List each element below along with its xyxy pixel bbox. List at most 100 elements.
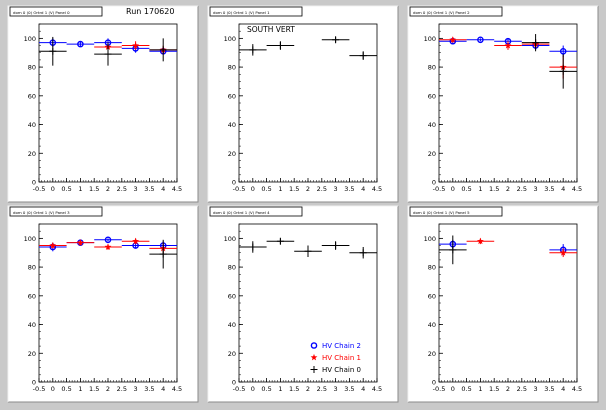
- x-tick-label: -0.5: [33, 385, 46, 393]
- plot-pad-5: dom 0 (0) Ortrd 1 (V) Panel 4-0.5 0 0.5 1 1.…: [207, 205, 399, 403]
- x-tick-label: -0.5: [233, 385, 246, 393]
- data-marker: [77, 40, 84, 48]
- data-marker: [104, 50, 112, 58]
- pad-border-shadow: [408, 206, 599, 403]
- data-point: [121, 237, 150, 245]
- x-tick-label: 0.5: [461, 385, 471, 393]
- pad-title: dom 0 (0) Ortrd 1 (V) Panel 1: [213, 10, 270, 15]
- pad-title: dom 0 (0) Ortrd 1 (V) Panel 3: [13, 210, 70, 215]
- pad-title-box: dom 0 (0) Ortrd 1 (V) Panel 0: [9, 6, 103, 17]
- x-axis: -0.5 0 0.5 1 1.5 2 2.5 3 3.5 4 4.5: [233, 178, 382, 193]
- x-tick-label: -0.5: [433, 185, 446, 193]
- legend-marker: [310, 342, 318, 349]
- x-axis: -0.5 0 0.5 1 1.5 2 2.5 3 3.5 4 4.5: [433, 178, 582, 193]
- plot-pad-2: dom 0 (0) Ortrd 1 (V) Panel 1-0.5 0 0.5 1 1.…: [207, 5, 399, 203]
- data-point: [94, 236, 122, 244]
- plot-pad-1: dom 0 (0) Ortrd 1 (V) Panel 0-0.5 0 0.5 1 1.…: [7, 5, 199, 203]
- data-marker: [332, 242, 340, 250]
- x-tick-label: 2: [306, 185, 310, 193]
- data-marker: [104, 243, 112, 250]
- x-tick-label: -0.5: [233, 185, 246, 193]
- x-tick-label: 3: [134, 385, 138, 393]
- data-point: [66, 239, 95, 246]
- data-marker: [76, 239, 84, 246]
- title-box-frame: [209, 206, 303, 217]
- y-tick-label: 80: [228, 264, 236, 272]
- data-point: [494, 41, 522, 50]
- x-tick-label: 1.5: [289, 185, 299, 193]
- pad-background: [208, 206, 398, 402]
- pad-title-box: dom 0 (0) Ortrd 1 (V) Panel 5: [409, 206, 503, 217]
- y-tick-label: 0: [432, 179, 436, 187]
- run-label: Run 170620: [126, 7, 174, 16]
- data-point: [266, 237, 295, 245]
- x-axis: -0.5 0 0.5 1 1.5 2 2.5 3 3.5 4 4.5: [233, 378, 382, 393]
- y-tick-label: 80: [28, 264, 36, 272]
- y-tick-label: 60: [428, 292, 436, 300]
- data-marker: [449, 246, 457, 254]
- plot-pad-4: dom 0 (0) Ortrd 1 (V) Panel 3-0.5 0 0.5 1 1.…: [7, 205, 199, 403]
- x-tick-label: 3.5: [544, 385, 554, 393]
- x-tick-label: 1: [478, 185, 482, 193]
- data-marker: [559, 47, 567, 55]
- y-tick-label: 60: [28, 292, 36, 300]
- x-tick-label: 4.5: [572, 185, 582, 193]
- x-tick-label: 0.5: [61, 385, 71, 393]
- y-tick-label: 100: [224, 235, 236, 243]
- pad-background: [8, 206, 198, 402]
- data-point: [39, 241, 67, 249]
- data-point: [294, 245, 322, 258]
- data-marker: [249, 243, 257, 251]
- pad-title-box: dom 0 (0) Ortrd 1 (V) Panel 1: [209, 6, 303, 17]
- series-chain0: [39, 36, 177, 66]
- legend-label: HV Chain 2: [322, 342, 361, 350]
- series-chain0: [239, 237, 377, 259]
- data-marker: [504, 41, 512, 49]
- x-tick-label: 2: [306, 385, 310, 393]
- y-tick-label: 40: [428, 121, 436, 129]
- x-tick-label: 1: [478, 385, 482, 393]
- x-tick-label: 0: [251, 185, 255, 193]
- pad-border-shadow: [8, 206, 199, 403]
- data-point: [94, 42, 122, 66]
- y-tick-label: 60: [228, 292, 236, 300]
- data-point: [239, 241, 267, 253]
- y-tick-label: 80: [428, 264, 436, 272]
- data-marker: [276, 42, 284, 50]
- x-tick-label: 3.5: [144, 185, 154, 193]
- x-tick-label: 2.5: [517, 385, 527, 393]
- y-tick-label: 0: [32, 379, 36, 387]
- data-point: [466, 36, 495, 44]
- data-point: [239, 44, 267, 56]
- plot-pad-3: dom 0 (0) Ortrd 1 (V) Panel 2-0.5 0 0.5 1 1.…: [407, 5, 599, 203]
- x-tick-label: 2: [506, 385, 510, 393]
- x-tick-label: 0.5: [261, 385, 271, 393]
- x-tick-label: 1.5: [89, 385, 99, 393]
- pad-title: dom 0 (0) Ortrd 1 (V) Panel 0: [13, 10, 70, 15]
- x-tick-label: 0: [451, 185, 455, 193]
- legend-label: HV Chain 0: [322, 366, 361, 374]
- x-tick-label: 2.5: [317, 385, 327, 393]
- x-tick-label: 2.5: [117, 185, 127, 193]
- x-tick-label: 3.5: [144, 385, 154, 393]
- x-tick-label: 3: [134, 185, 138, 193]
- y-tick-label: 20: [428, 150, 436, 158]
- x-tick-label: -0.5: [433, 385, 446, 393]
- x-tick-label: 0: [251, 385, 255, 393]
- y-tick-label: 40: [428, 321, 436, 329]
- data-point: [549, 248, 577, 258]
- x-tick-label: 1.5: [489, 185, 499, 193]
- x-tick-label: 1: [278, 185, 282, 193]
- series-chain0: [239, 36, 377, 60]
- y-tick-label: 20: [228, 150, 236, 158]
- y-tick-label: 40: [228, 321, 236, 329]
- x-tick-label: 4: [361, 385, 365, 393]
- y-axis: 0 20 40 60 80 100: [224, 23, 243, 187]
- x-tick-label: 4.5: [372, 385, 382, 393]
- pad-border-shadow: [408, 6, 599, 203]
- y-tick-label: 0: [232, 379, 236, 387]
- pad-border-highlight: [407, 5, 598, 202]
- x-tick-label: 2: [106, 185, 110, 193]
- pad-title-box: dom 0 (0) Ortrd 1 (V) Panel 3: [9, 206, 103, 217]
